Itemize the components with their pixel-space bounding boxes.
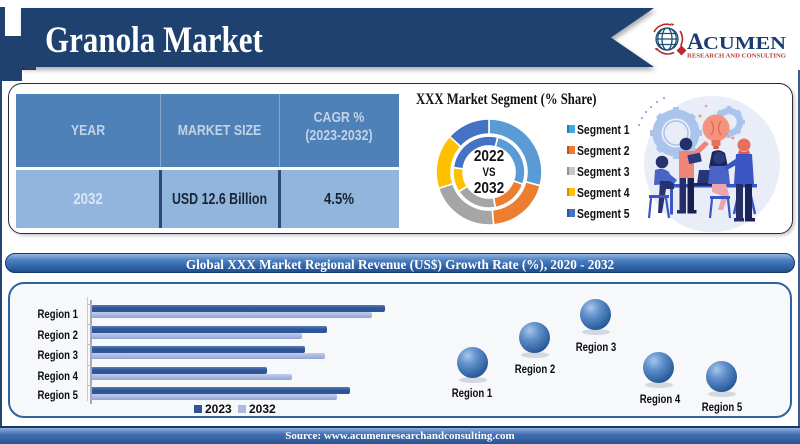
svg-text:CUMEN: CUMEN bbox=[703, 33, 786, 53]
svg-text:RESEARCH AND CONSULTING: RESEARCH AND CONSULTING bbox=[687, 53, 786, 60]
svg-text:A: A bbox=[687, 29, 704, 54]
